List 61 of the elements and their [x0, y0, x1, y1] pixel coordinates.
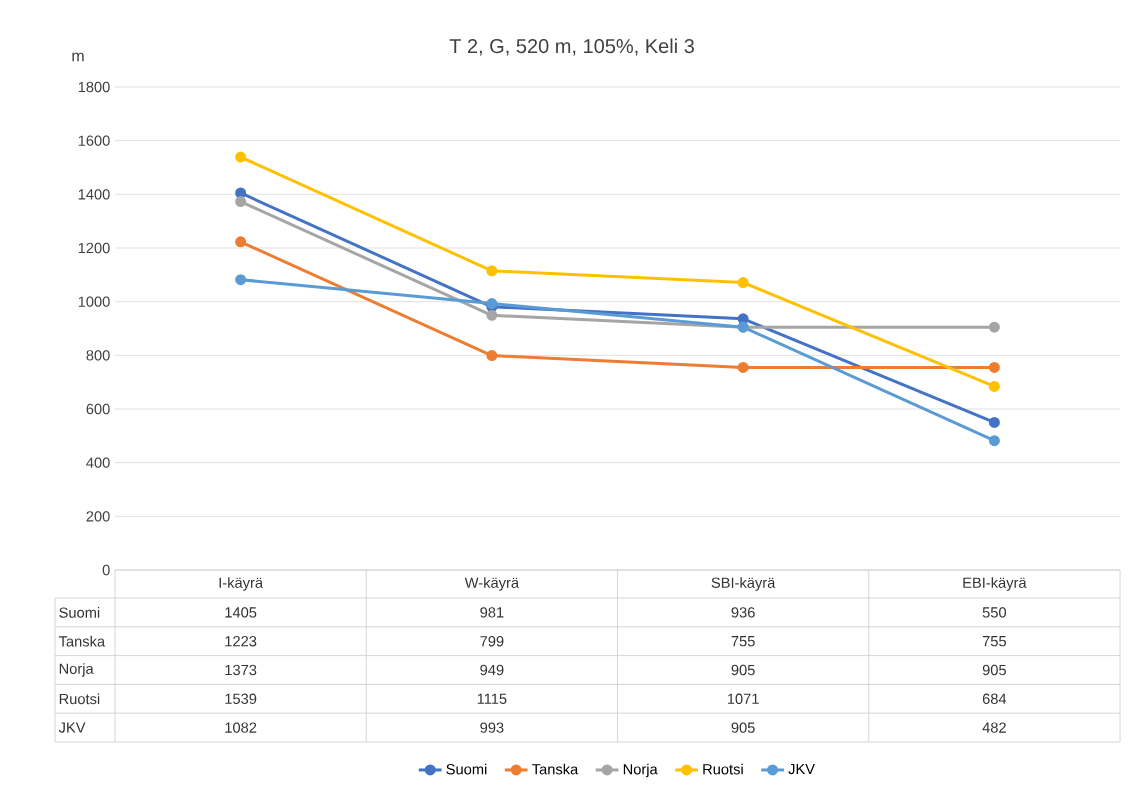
- legend-label: Tanska: [532, 763, 579, 775]
- y-tick-label: 1600: [78, 135, 110, 146]
- y-tick-label: 1800: [78, 81, 110, 93]
- legend-label: Ruotsi: [703, 763, 743, 775]
- data-label: 684: [982, 693, 1007, 704]
- data-label: 1071: [727, 693, 759, 704]
- x-tick-label: SBI-käyrä: [711, 577, 776, 591]
- data-label: 981: [480, 607, 504, 618]
- chart-title: T 2, G, 520 m, 105%, Keli 3: [449, 38, 694, 56]
- point: [988, 435, 1000, 447]
- y-tick-label: 1400: [78, 189, 110, 200]
- y-tick-label: 1200: [78, 242, 110, 254]
- y-tick-label: 0: [102, 564, 110, 576]
- data-label: 1082: [225, 722, 257, 733]
- point: [235, 236, 247, 248]
- data-label: 993: [480, 722, 504, 733]
- y-tick-label: 600: [86, 403, 110, 415]
- legend-label: Suomi: [446, 763, 487, 775]
- text: Ruotsi: [59, 693, 100, 705]
- point: [988, 416, 1000, 428]
- text: Tanska: [58, 635, 106, 647]
- data-label: 1373: [225, 664, 257, 676]
- point: [486, 309, 498, 321]
- point: [988, 321, 1000, 333]
- data-label: 905: [731, 664, 755, 676]
- point: [235, 151, 247, 163]
- data-label: 755: [731, 636, 755, 647]
- data-label: 1115: [477, 693, 507, 704]
- y-axis-title: m: [72, 52, 84, 62]
- point: [988, 380, 1000, 392]
- data-label: 799: [480, 636, 504, 647]
- point: [737, 277, 749, 289]
- data-label: 1405: [225, 607, 257, 618]
- data-label: 1539: [225, 693, 257, 704]
- point: [486, 350, 498, 362]
- legend-label: JKV: [788, 763, 815, 775]
- text: Norja: [59, 663, 94, 677]
- point: [988, 361, 1000, 373]
- y-tick-label: 800: [86, 350, 110, 361]
- legend-label: Norja: [623, 763, 658, 778]
- data-label: 482: [982, 722, 1006, 733]
- text: JKV: [58, 722, 86, 733]
- data-label: 1223: [225, 636, 257, 647]
- y-tick-label: 400: [86, 457, 110, 468]
- point: [235, 196, 247, 208]
- data-label: 949: [480, 664, 504, 676]
- y-tick-label: 200: [86, 511, 110, 522]
- data-label: 936: [731, 607, 755, 618]
- point: [235, 187, 247, 199]
- data-label: 550: [982, 607, 1007, 618]
- data-label: 755: [982, 636, 1006, 647]
- x-tick-label: W-käyrä: [464, 577, 520, 591]
- x-tick-label: EBI-käyrä: [963, 577, 1027, 591]
- text: Suomi: [59, 607, 100, 618]
- y-tick-label: 1000: [78, 296, 110, 307]
- data-label: 905: [982, 664, 1006, 676]
- point: [737, 361, 749, 373]
- point: [486, 265, 498, 277]
- point: [235, 274, 247, 286]
- x-tick-label: I-käyrä: [219, 577, 264, 591]
- data-label: 905: [731, 722, 755, 733]
